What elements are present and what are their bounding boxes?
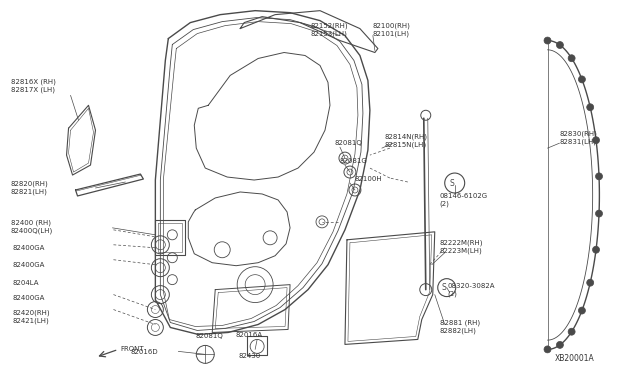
Text: 82081Q: 82081Q [335,140,363,146]
Circle shape [544,37,551,44]
Text: 82830(RH)
82831(LH): 82830(RH) 82831(LH) [559,130,597,145]
Text: XB20001A: XB20001A [554,355,595,363]
Text: 82016D: 82016D [131,349,158,355]
Text: 82400 (RH)
82400Q(LH): 82400 (RH) 82400Q(LH) [11,220,53,234]
Circle shape [556,42,563,48]
Circle shape [593,246,600,253]
Text: S: S [449,179,454,187]
Text: 82430: 82430 [238,353,260,359]
Text: 82820(RH)
82821(LH): 82820(RH) 82821(LH) [11,180,49,195]
Text: 82016A: 82016A [235,333,262,339]
Text: 82814N(RH)
82815N(LH): 82814N(RH) 82815N(LH) [385,133,428,148]
Text: 8204LA: 8204LA [13,280,39,286]
Circle shape [587,279,594,286]
Circle shape [556,341,563,349]
Text: 82100H: 82100H [355,176,383,182]
Circle shape [568,55,575,62]
Circle shape [596,210,602,217]
Circle shape [579,76,586,83]
Circle shape [587,104,594,111]
Circle shape [544,346,551,353]
Circle shape [568,328,575,335]
Circle shape [579,307,586,314]
Text: 08320-3082A
(2): 08320-3082A (2) [448,283,495,296]
Text: 82420(RH)
82421(LH): 82420(RH) 82421(LH) [13,310,51,324]
Text: 82222M(RH)
82223M(LH): 82222M(RH) 82223M(LH) [440,240,483,254]
Text: 82081G: 82081G [340,158,368,164]
Circle shape [593,137,600,144]
Text: FRONT: FRONT [120,346,144,352]
Text: S: S [442,283,446,292]
Text: 82152(RH)
82153(LH): 82152(RH) 82153(LH) [310,23,348,37]
Text: 82816X (RH)
82817X (LH): 82816X (RH) 82817X (LH) [11,78,56,93]
Text: 08146-6102G
(2): 08146-6102G (2) [440,193,488,207]
Text: 82400GA: 82400GA [13,245,45,251]
Text: 82400GA: 82400GA [13,262,45,268]
Circle shape [596,173,602,180]
Text: 82881 (RH)
82882(LH): 82881 (RH) 82882(LH) [440,320,480,334]
Text: 82081Q: 82081Q [195,333,223,339]
Text: 82100(RH)
82101(LH): 82100(RH) 82101(LH) [373,23,411,37]
Text: 82400GA: 82400GA [13,295,45,301]
